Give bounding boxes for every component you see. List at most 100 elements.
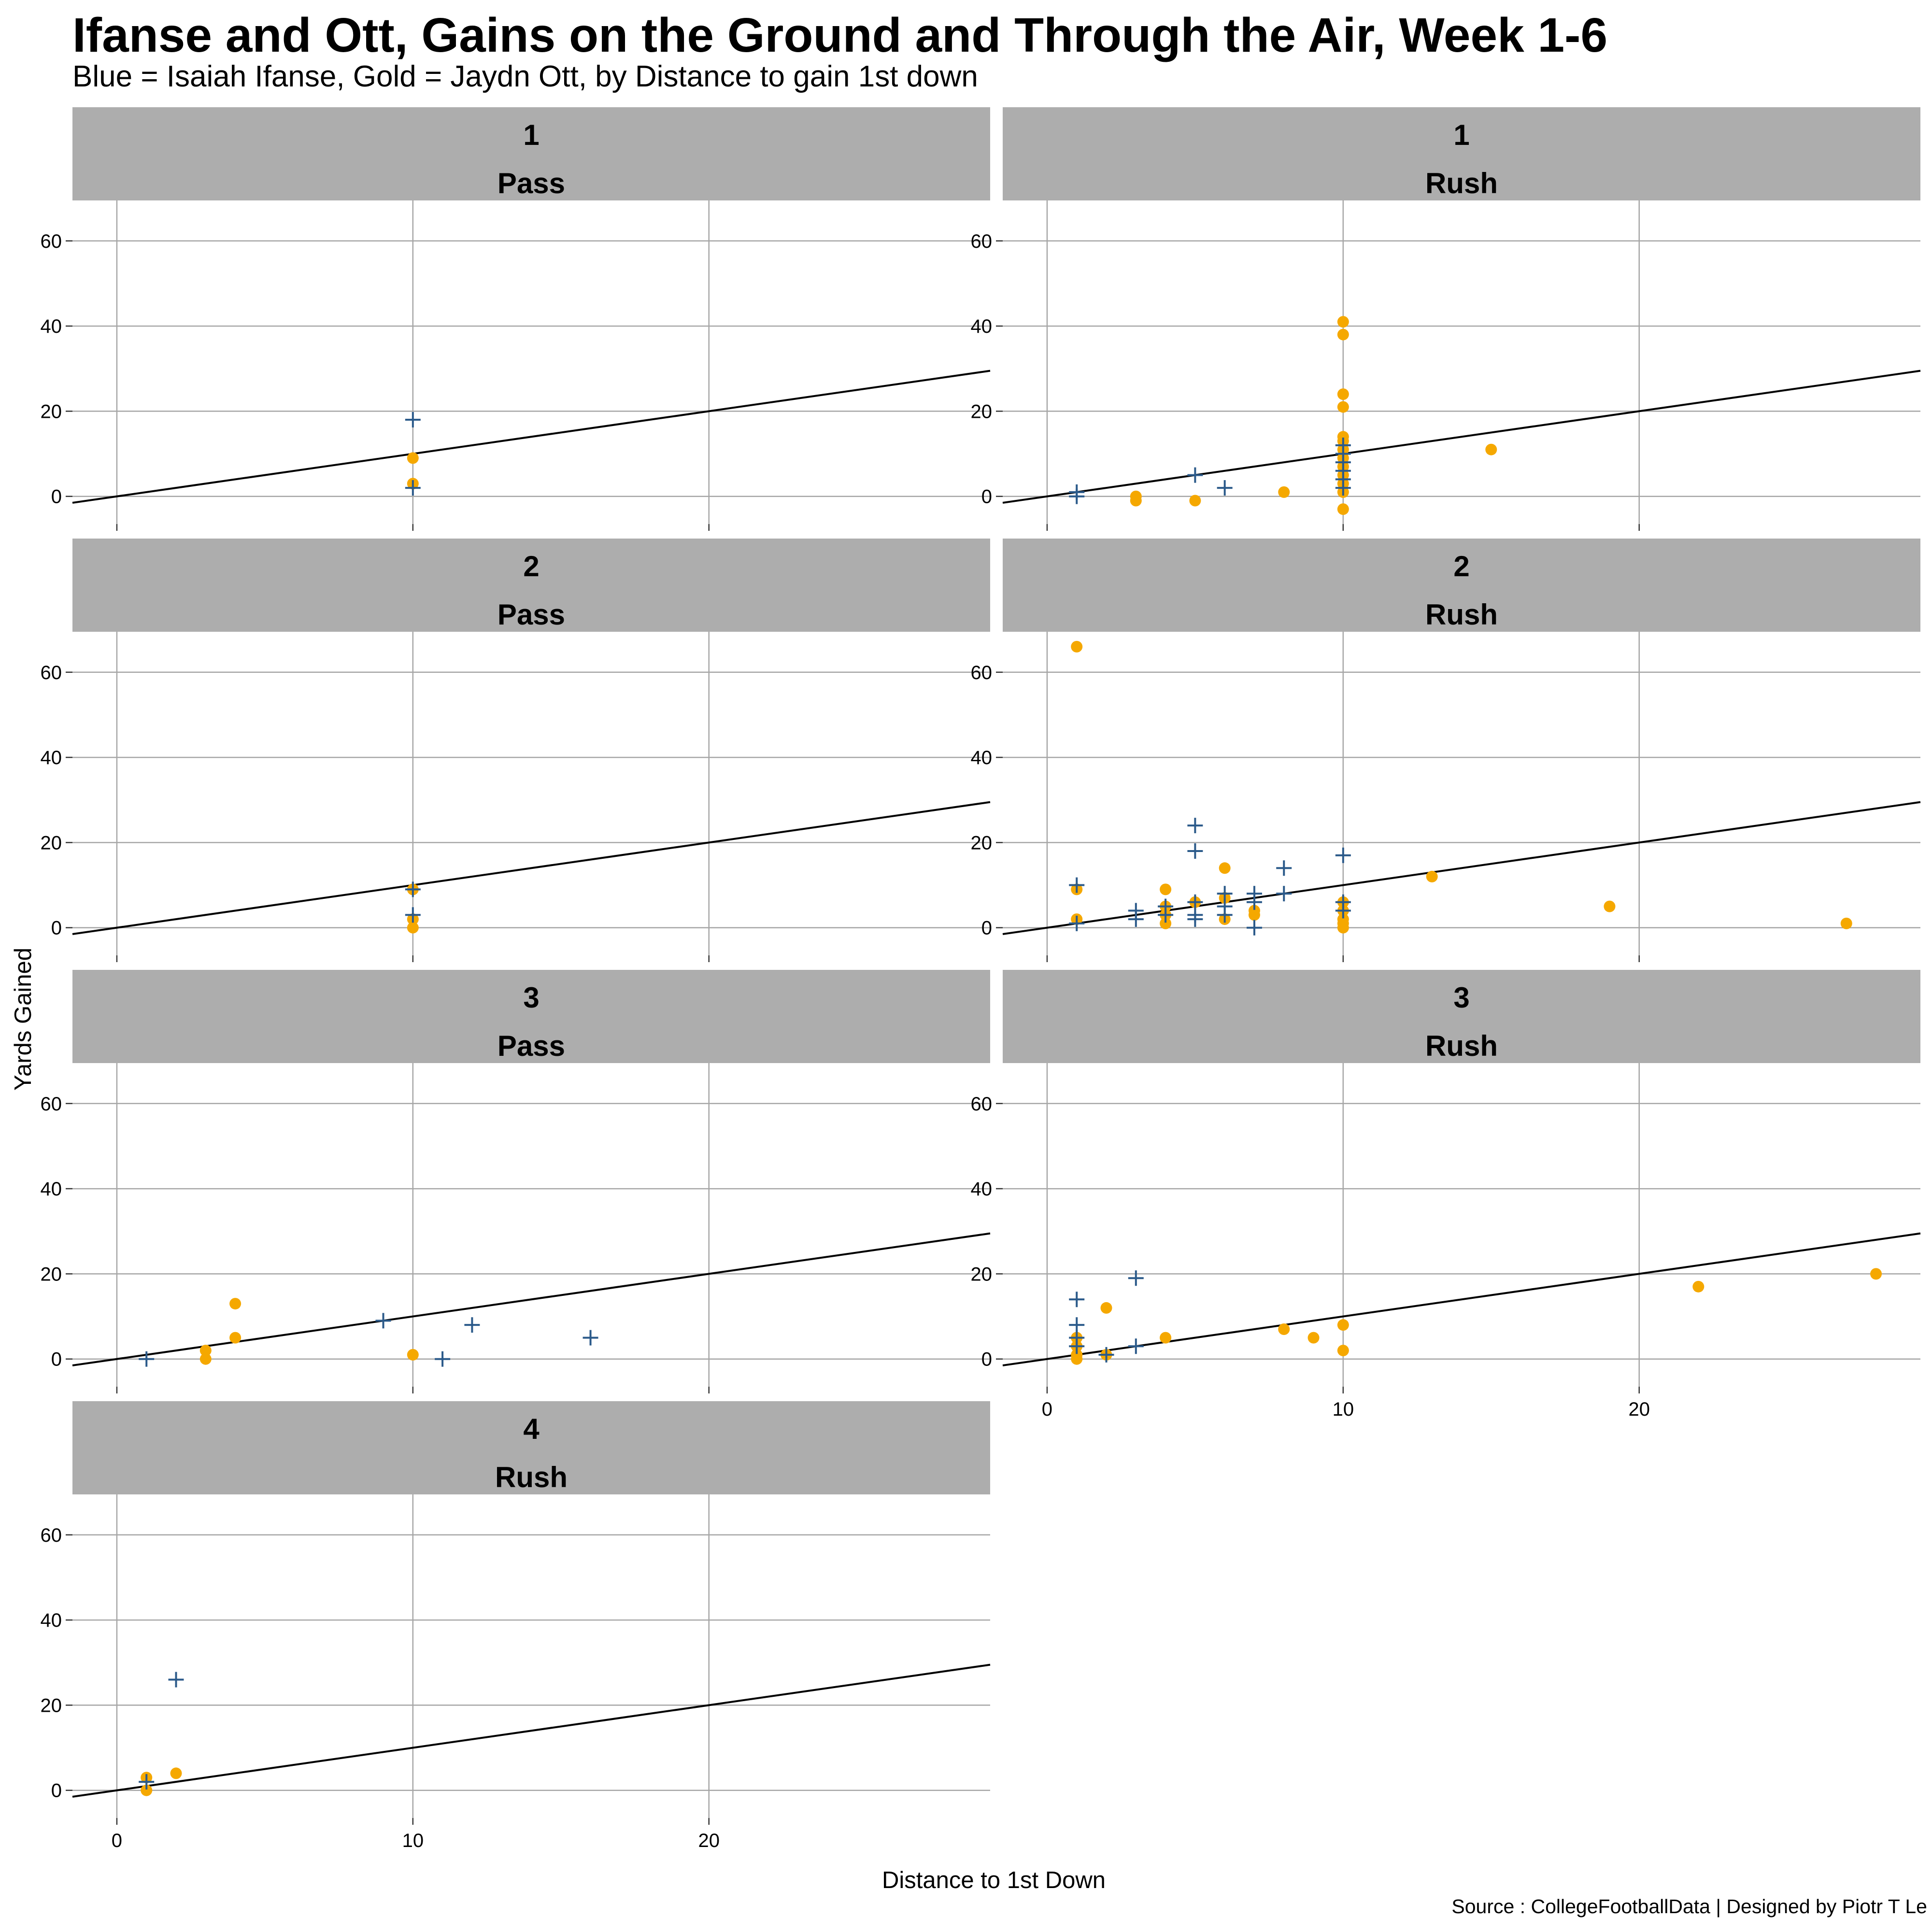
ifanse-point (582, 1330, 598, 1346)
ott-point (1840, 917, 1852, 929)
y-tick-label: 60 (41, 1094, 62, 1115)
facet-4-rush: 4 Rush 0 20 40 60 0 10 20 (41, 1401, 991, 1851)
y-tick-label: 0 (51, 486, 62, 508)
ifanse-point (1158, 907, 1174, 923)
y-tick-label: 0 (51, 1780, 62, 1802)
ifanse-point (1128, 1270, 1144, 1286)
facet-strip (72, 1401, 990, 1494)
ifanse-point (1246, 894, 1262, 910)
ott-point (1426, 870, 1438, 882)
ott-point (1278, 1323, 1290, 1335)
ifanse-point (405, 412, 421, 428)
y-tick-label: 20 (41, 832, 62, 853)
facet-play-label: Pass (497, 598, 565, 631)
y-tick-label: 20 (971, 401, 993, 422)
facet-down-label: 1 (523, 119, 539, 151)
facet-strip (1003, 107, 1920, 200)
ifanse-point (1217, 907, 1233, 923)
facet-play-label: Pass (497, 167, 565, 199)
ifanse-point (1069, 1338, 1085, 1354)
facet-down-label: 1 (1453, 119, 1469, 151)
ifanse-point (1335, 903, 1351, 919)
reference-line (72, 801, 991, 935)
facet-strip (72, 107, 990, 200)
ifanse-point (1098, 1347, 1114, 1363)
y-axis-title: Yards Gained (10, 948, 36, 1091)
ifanse-point (405, 907, 421, 923)
ott-point (1692, 1280, 1705, 1293)
reference-line (72, 1663, 991, 1798)
ifanse-point (1069, 488, 1085, 504)
facet-play-label: Rush (1425, 167, 1498, 199)
y-tick-label: 40 (41, 316, 62, 337)
ott-point (1337, 1319, 1349, 1331)
y-tick-label: 60 (41, 662, 62, 683)
ifanse-point (168, 1672, 184, 1688)
ifanse-point (405, 881, 421, 897)
y-tick-label: 0 (981, 918, 992, 939)
facet-3-pass: 3 Pass 0 20 40 60 (41, 970, 991, 1393)
y-tick-label: 0 (51, 1349, 62, 1370)
y-tick-label: 0 (51, 918, 62, 939)
ott-point (1160, 917, 1172, 929)
chart-subtitle: Blue = Isaiah Ifanse, Gold = Jaydn Ott, … (72, 60, 978, 93)
facet-down-label: 4 (523, 1413, 540, 1445)
facet-strip (1003, 970, 1920, 1063)
ott-point (1071, 640, 1083, 653)
ott-point (199, 1353, 212, 1365)
facet-2-pass: 2 Pass 0 20 40 60 (41, 539, 991, 962)
facet-strip (1003, 539, 1920, 632)
x-tick-label: 0 (1042, 1399, 1052, 1420)
ott-point (1337, 922, 1349, 934)
ifanse-point (1069, 1292, 1085, 1307)
ott-point (141, 1784, 153, 1796)
y-tick-label: 60 (971, 662, 993, 683)
ifanse-point (1128, 911, 1144, 927)
ott-point (1160, 1332, 1172, 1344)
facet-play-label: Rush (1425, 1030, 1498, 1062)
reference-line (1002, 369, 1921, 504)
ott-point (1189, 495, 1201, 507)
ifanse-point (1187, 467, 1203, 483)
ott-point (1307, 1332, 1320, 1344)
ifanse-point (1276, 860, 1292, 876)
x-tick-label: 20 (698, 1830, 720, 1851)
reference-line (1002, 801, 1921, 935)
facet-play-label: Rush (1425, 598, 1498, 631)
y-tick-label: 60 (41, 1525, 62, 1546)
y-tick-label: 20 (971, 1264, 993, 1285)
ott-point (1337, 388, 1349, 400)
ott-point (407, 1349, 419, 1361)
y-tick-label: 60 (971, 231, 993, 252)
ifanse-point (1276, 886, 1292, 902)
facet-down-label: 2 (523, 550, 539, 582)
ott-point (229, 1332, 242, 1344)
y-tick-label: 60 (41, 231, 62, 252)
facet-strip (72, 539, 990, 632)
facet-down-label: 3 (1453, 981, 1469, 1014)
y-tick-label: 0 (981, 486, 992, 508)
y-tick-label: 40 (971, 747, 993, 768)
reference-line (72, 1232, 991, 1366)
ott-point (1604, 900, 1616, 912)
facet-strip (72, 970, 990, 1063)
y-tick-label: 40 (41, 1610, 62, 1631)
ott-point (1337, 328, 1349, 341)
ott-point (1337, 1345, 1349, 1357)
ott-point (229, 1298, 242, 1310)
y-tick-label: 40 (971, 316, 993, 337)
x-tick-label: 20 (1628, 1399, 1650, 1420)
facet-down-label: 2 (1453, 550, 1469, 582)
facet-1-rush: 1 Rush 0 20 40 60 (971, 107, 1921, 531)
y-tick-label: 40 (971, 1179, 993, 1200)
reference-line (1002, 1232, 1921, 1366)
ifanse-point (435, 1351, 451, 1367)
y-tick-label: 20 (41, 1695, 62, 1716)
y-tick-label: 20 (41, 401, 62, 422)
facet-down-label: 3 (523, 981, 539, 1014)
ott-point (1337, 503, 1349, 515)
chart-title: Ifanse and Ott, Gains on the Ground and … (72, 8, 1608, 62)
x-tick-label: 10 (1333, 1399, 1354, 1420)
facet-1-pass: 1 Pass 0 20 40 60 (41, 107, 991, 531)
ifanse-point (139, 1774, 155, 1790)
